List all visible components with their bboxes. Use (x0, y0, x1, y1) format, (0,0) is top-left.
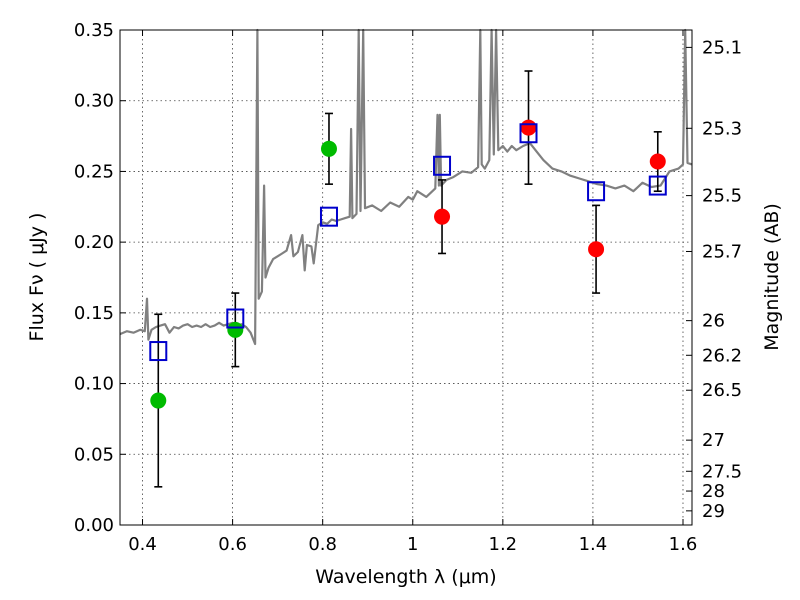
model-photometry-marker (319, 206, 338, 227)
y-tick-label: 0.05 (74, 444, 114, 465)
y-tick-label: 0.00 (74, 515, 114, 536)
y2-axis-label: Magnitude (AB) (761, 203, 783, 351)
y-tick-label: 0.20 (74, 232, 114, 253)
mag-tick-label: 27.5 (702, 461, 742, 482)
mag-tick-label: 25.5 (702, 186, 742, 207)
x-tick-label: 1.6 (669, 534, 698, 555)
x-tick-label: 1.2 (489, 534, 518, 555)
model-photometry-marker (433, 155, 452, 176)
x-tick-label: 0.4 (128, 534, 157, 555)
model-photometry-marker (587, 181, 606, 202)
mag-tick-label: 27 (702, 430, 725, 451)
grid-layer (120, 30, 692, 525)
mag-tick-label: 25.3 (702, 118, 742, 139)
observed-flux-point (588, 241, 605, 258)
observed-flux-point (150, 392, 167, 409)
x-tick-label: 1 (407, 534, 418, 555)
model-photometry-marker (519, 123, 538, 144)
model-spectrum-line (119, 28, 693, 346)
plot-frame (119, 29, 693, 526)
model-photometry-marker (648, 175, 667, 196)
tick-layer: 0.4 0.6 0.8 1 1.2 1.4 1.6 0.00 0.05 0.10 0.15 0.20 0… (74, 20, 742, 555)
mag-tick-label: 25.1 (702, 37, 742, 58)
marker-layer (149, 119, 667, 409)
observed-flux-point (520, 119, 537, 136)
y-tick-label: 0.10 (74, 374, 114, 395)
model-photometry-marker (149, 341, 168, 362)
observed-flux-point (320, 140, 337, 157)
mag-tick-label: 29 (702, 501, 725, 522)
mag-tick-label: 26.2 (702, 345, 742, 366)
y-tick-label: 0.15 (74, 303, 114, 324)
y-tick-label: 0.35 (74, 20, 114, 41)
mag-tick-label: 28 (702, 481, 725, 502)
observed-flux-point (649, 153, 666, 170)
y-tick-label: 0.30 (74, 91, 114, 112)
mag-tick-label: 26.5 (702, 380, 742, 401)
observed-flux-point (434, 208, 451, 225)
x-tick-label: 1.4 (579, 534, 608, 555)
y-tick-label: 0.25 (74, 161, 114, 182)
y-axis-label: Flux Fν ( μJy ) (26, 213, 48, 342)
observed-flux-point (227, 321, 244, 338)
x-tick-label: 0.8 (308, 534, 337, 555)
x-axis-label: Wavelength λ (μm) (315, 566, 496, 588)
mag-tick-label: 25.7 (702, 241, 742, 262)
plot-background (120, 30, 692, 525)
x-tick-label: 0.6 (218, 534, 247, 555)
spectrum-layer (119, 28, 693, 346)
model-photometry-marker (226, 308, 245, 329)
mag-tick-label: 26 (702, 311, 725, 332)
